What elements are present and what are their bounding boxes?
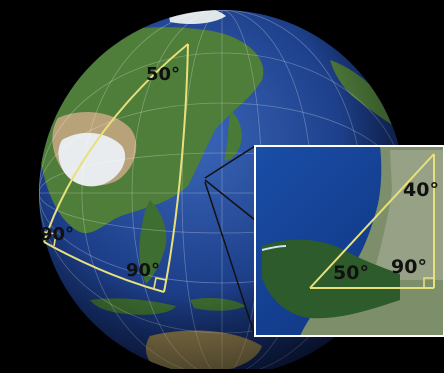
- globe-triangle-right-side: [163, 43, 189, 293]
- inset-triangle-hyp: [309, 153, 435, 289]
- inset-coast-foam: [261, 245, 287, 251]
- globe-right-angle-bottom: [153, 277, 167, 289]
- inset-closeup: [254, 145, 444, 337]
- zoom-connectors: [204, 145, 256, 337]
- inset-right-angle: [423, 277, 434, 288]
- globe-right-angle-left: [43, 231, 57, 247]
- globe-triangle-left-side: [43, 43, 189, 243]
- globe-triangle-base: [43, 241, 165, 293]
- inset-urban-texture: [372, 150, 444, 280]
- angle-label-inset-left: 50°: [333, 262, 369, 284]
- angle-label-inset-top: 40°: [403, 179, 439, 201]
- inset-land-peninsula: [262, 239, 400, 319]
- angle-label-globe-left: 90°: [40, 224, 75, 245]
- angle-label-inset-right: 90°: [391, 256, 427, 278]
- inset-triangle: [309, 153, 435, 289]
- globe-triangle: [43, 43, 189, 293]
- angle-label-globe-bottom: 90°: [126, 260, 161, 281]
- inset-border: [254, 145, 444, 337]
- angle-label-globe-top: 50°: [146, 64, 181, 85]
